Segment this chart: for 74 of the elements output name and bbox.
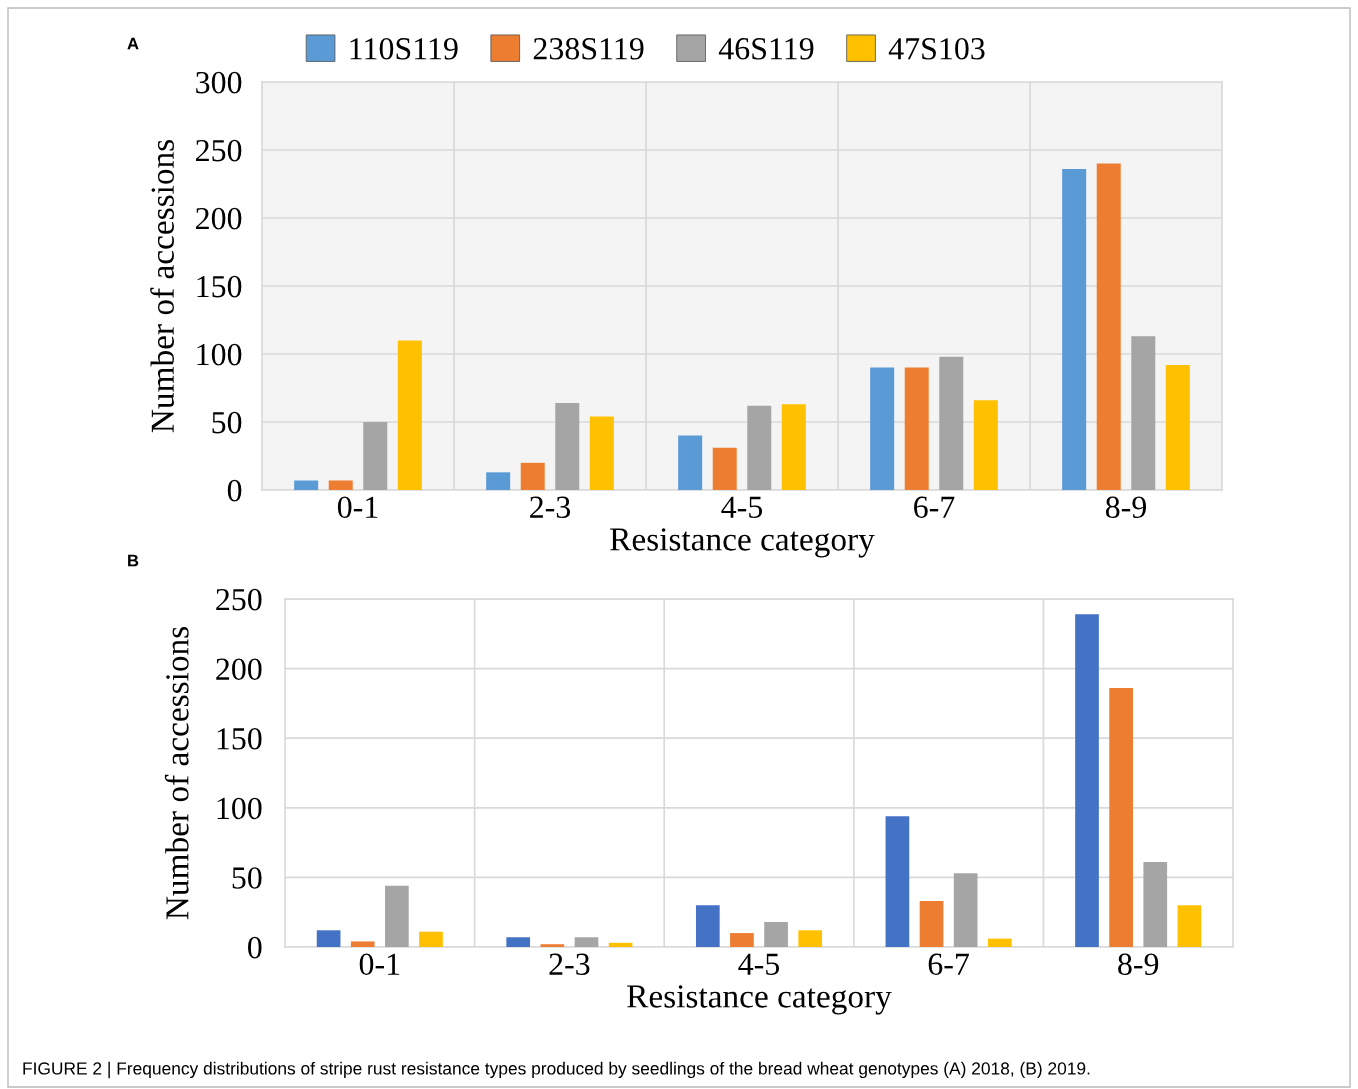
bar <box>919 901 944 947</box>
bar <box>953 873 978 947</box>
bar <box>506 937 531 947</box>
bar <box>350 941 375 947</box>
bar <box>540 944 565 947</box>
x-axis-title: Resistance category <box>627 985 892 1015</box>
bar <box>695 905 720 947</box>
x-axis-title: Resistance category <box>610 528 875 558</box>
bar <box>589 416 614 490</box>
bar <box>486 472 511 490</box>
bar <box>316 930 341 947</box>
bar <box>678 435 703 490</box>
chart-title: A <box>127 37 139 50</box>
bar <box>1143 862 1168 947</box>
text: B <box>128 554 139 567</box>
y-tick-label: 150 <box>217 728 262 750</box>
x-tick-label: 2-3 <box>530 496 571 519</box>
bar <box>973 400 998 490</box>
x-tick-label: 2-3 <box>549 953 590 976</box>
y-tick-label: 50 <box>212 411 242 434</box>
bar <box>520 462 545 490</box>
bar <box>1109 688 1133 947</box>
y-tick-label: 0 <box>227 479 242 502</box>
y-tick-label: 150 <box>197 275 242 298</box>
bar <box>1131 336 1156 490</box>
legend-label: 110S119 <box>350 37 458 60</box>
bar <box>939 356 964 490</box>
y-tick-label: 250 <box>216 588 262 611</box>
bar <box>363 422 388 490</box>
bar <box>574 937 599 947</box>
y-tick-label: 0 <box>248 936 262 959</box>
bar <box>730 933 754 947</box>
y-axis-title: Number of accessions <box>150 140 174 433</box>
bar <box>987 938 1012 947</box>
bar <box>904 367 929 490</box>
bar <box>385 885 409 947</box>
bar <box>798 930 823 947</box>
bar <box>1075 614 1099 947</box>
x-tick-label: 6-7 <box>928 953 969 976</box>
bar <box>1165 364 1190 490</box>
x-tick-label: 8-9 <box>1105 496 1146 519</box>
bar <box>781 404 806 490</box>
bar <box>294 480 319 490</box>
y-tick-label: 100 <box>197 343 242 366</box>
bar <box>712 447 737 490</box>
y-tick-label: 250 <box>196 139 242 162</box>
x-tick-label: 4-5 <box>721 496 763 519</box>
y-tick-label: 100 <box>217 797 262 820</box>
bar <box>1062 169 1087 490</box>
y-tick-label: 200 <box>216 658 262 680</box>
bar <box>885 816 910 947</box>
y-tick-label: 50 <box>232 867 262 889</box>
caption: FIGURE 2 | Frequency distributions of stripe rust resistance types produced by seedlings of the bread wheat genotypes (A) 2018, (B) 2019. <box>23 1061 1090 1079</box>
legend-label: 47S103 <box>888 37 985 60</box>
y-tick-label: 200 <box>196 207 242 230</box>
bar <box>328 480 353 490</box>
y-axis-title: Number of accessions <box>164 627 189 920</box>
legend-label: 46S119 <box>718 38 814 60</box>
bar <box>608 942 633 947</box>
x-tick-label: 8-9 <box>1118 953 1159 976</box>
x-tick-label: 0-1 <box>359 953 400 976</box>
x-tick-label: 6-7 <box>914 496 955 519</box>
bar <box>764 921 788 947</box>
x-tick-label: 4-5 <box>738 953 780 976</box>
bar <box>1177 905 1202 947</box>
legend-label: 238S119 <box>533 37 644 60</box>
bar <box>747 405 772 490</box>
y-tick-label: 300 <box>196 71 242 94</box>
bar <box>397 340 422 490</box>
bar <box>419 931 443 947</box>
x-tick-label: 0-1 <box>337 496 378 519</box>
bar <box>555 402 580 490</box>
bar <box>1096 163 1121 490</box>
bar <box>870 367 895 490</box>
